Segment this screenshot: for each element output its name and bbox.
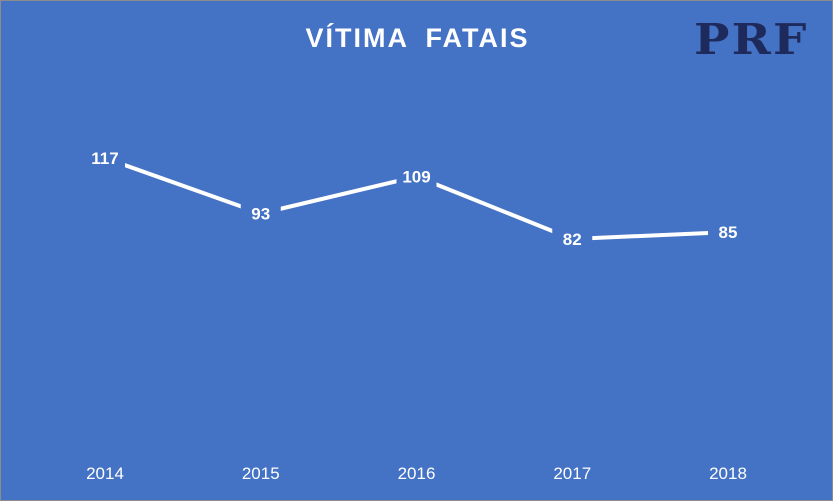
prf-logo: PRF <box>694 15 809 64</box>
data-label-bg <box>552 227 593 251</box>
x-tick-label: 2015 <box>242 464 280 483</box>
chart-title: VÍTIMA FATAIS <box>305 23 530 53</box>
data-label: 82 <box>563 230 582 249</box>
data-label-bg <box>240 201 281 226</box>
data-label: 93 <box>251 205 270 224</box>
x-tick-label: 2017 <box>553 464 591 483</box>
x-tick-label: 2014 <box>86 464 124 483</box>
x-tick-label: 2018 <box>709 464 747 483</box>
data-label-bg <box>396 164 437 189</box>
data-label: 117 <box>91 149 118 168</box>
data-label-bg <box>708 220 748 245</box>
x-tick-label: 2016 <box>398 464 436 483</box>
data-label: 85 <box>719 223 738 242</box>
data-label: 109 <box>402 168 430 187</box>
data-label-bg <box>85 146 125 170</box>
